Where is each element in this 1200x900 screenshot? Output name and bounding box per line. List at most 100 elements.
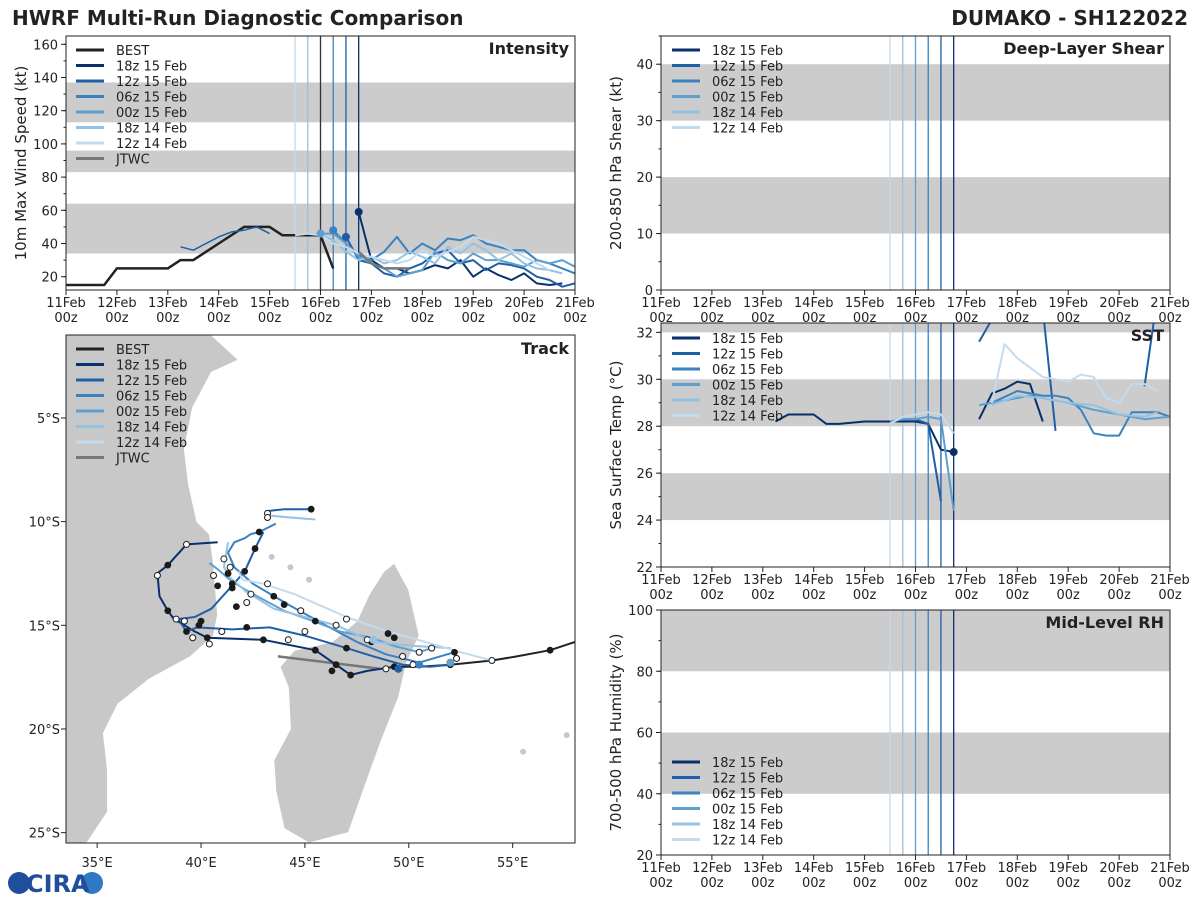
legend-label: 06z 15 Feb — [712, 787, 783, 802]
x-tick-label-day: 12Feb — [692, 861, 732, 876]
figure-title: HWRF Multi-Run Diagnostic Comparison — [12, 6, 463, 30]
track-point-00z — [328, 667, 336, 675]
legend-label: 12z 14 Feb — [116, 137, 187, 152]
x-tick-label-day: 13Feb — [743, 573, 783, 588]
x-tick-label-day: 15Feb — [250, 296, 290, 311]
island — [306, 576, 313, 583]
sst-panel: 11Feb00z12Feb00z13Feb00z14Feb00z15Feb00z… — [607, 322, 1190, 603]
x-tick-label-hour: 00z — [411, 311, 435, 326]
track-point-12z — [182, 540, 190, 548]
y-tick-label: 60 — [636, 727, 653, 742]
legend-label: 18z 14 Feb — [116, 421, 187, 436]
track-point-00z — [203, 634, 211, 642]
track-point-12z — [409, 661, 417, 669]
track-point-00z — [384, 630, 392, 637]
legend-label: 06z 15 Feb — [116, 390, 187, 405]
legend-label: 12z 15 Feb — [116, 374, 187, 389]
x-tick-label-hour: 00z — [1158, 311, 1182, 326]
island — [563, 732, 570, 739]
x-tick-label-hour: 00z — [1107, 311, 1131, 326]
track-point-12z — [332, 621, 340, 629]
y-tick-label: 30 — [636, 115, 653, 130]
track-point-00z — [311, 646, 319, 654]
x-tick-label-hour: 00z — [1006, 876, 1030, 891]
track-point-12z — [453, 654, 461, 662]
series-line — [990, 343, 1158, 404]
shear-panel: 11Feb00z12Feb00z13Feb00z14Feb00z15Feb00z… — [607, 35, 1190, 326]
legend-label: 06z 15 Feb — [712, 75, 783, 90]
series-line — [357, 250, 410, 270]
track-current-point — [394, 664, 403, 673]
x-tick-label-day: 11Feb — [641, 296, 681, 311]
lat-tick-label: 15°S — [29, 619, 60, 634]
y-tick-label: 0 — [645, 284, 653, 299]
track-point-12z — [415, 648, 423, 656]
x-tick-label-day: 17Feb — [352, 296, 392, 311]
x-tick-label-day: 21Feb — [1150, 861, 1190, 876]
legend-label: 12z 15 Feb — [116, 75, 187, 90]
series-line — [991, 394, 1158, 418]
legend-label: 18z 15 Feb — [712, 756, 783, 771]
track-line — [227, 522, 455, 664]
x-tick-label-day: 11Feb — [641, 861, 681, 876]
x-tick-label-hour: 00z — [649, 311, 673, 326]
track-point-00z — [332, 661, 340, 669]
x-tick-label-day: 17Feb — [947, 861, 987, 876]
x-tick-label-hour: 00z — [1057, 311, 1081, 326]
rh-panel: 11Feb00z12Feb00z13Feb00z14Feb00z15Feb00z… — [607, 604, 1190, 891]
storm-id-title: DUMAKO - SH122022 — [951, 6, 1188, 30]
x-tick-label-hour: 00z — [955, 876, 979, 891]
legend-label: 18z 15 Feb — [712, 44, 783, 59]
track-point-00z — [164, 607, 172, 615]
x-tick-label-day: 21Feb — [555, 296, 595, 311]
track-panel: 35°E 40°E 45°E 50°E 55°E 5°S 10°S 15°S 20°S 25°S T… — [29, 334, 576, 871]
track-point-12z — [284, 636, 292, 644]
track-point-00z — [343, 644, 350, 652]
x-tick-label-day: 16Feb — [896, 296, 936, 311]
y-axis-title: 200-850 hPa Shear (kt) — [607, 76, 625, 250]
legend-label: BEST — [116, 343, 149, 358]
track-point-00z — [270, 592, 278, 600]
series-marker — [316, 229, 325, 238]
track-current-point — [446, 658, 455, 667]
x-tick-label-day: 14Feb — [794, 573, 834, 588]
y-tick-label: 120 — [33, 105, 58, 120]
track-point-12z — [382, 665, 390, 673]
track-point-00z — [390, 634, 398, 642]
track-point-12z — [210, 572, 218, 580]
plot-area — [661, 610, 1170, 855]
y-tick-label: 22 — [636, 561, 653, 576]
x-tick-label-hour: 00z — [462, 311, 486, 326]
series-line — [320, 232, 575, 278]
logo-swirl-icon — [81, 872, 103, 894]
track-point-00z — [195, 621, 203, 629]
x-tick-label-hour: 00z — [955, 588, 979, 603]
track-line — [156, 541, 395, 676]
legend-label: 06z 15 Feb — [712, 363, 783, 378]
x-tick-label-day: 14Feb — [199, 296, 239, 311]
x-tick-label-day: 19Feb — [1048, 296, 1088, 311]
y-tick-label: 10 — [636, 228, 653, 243]
panel-title: Mid-Level RH — [1045, 613, 1164, 632]
legend-label: 12z 15 Feb — [712, 772, 783, 787]
y-tick-label: 30 — [636, 373, 653, 388]
x-tick-label-hour: 00z — [649, 876, 673, 891]
panel-title: Track — [521, 339, 569, 358]
track-point-12z — [189, 634, 197, 642]
lon-tick-label: 55°E — [497, 856, 528, 871]
legend-label: 00z 15 Feb — [116, 106, 187, 121]
x-tick-label-day: 20Feb — [1099, 861, 1139, 876]
x-tick-label-hour: 00z — [156, 311, 180, 326]
track-point-12z — [342, 615, 350, 623]
africa-landmass — [66, 335, 240, 843]
x-tick-label-day: 20Feb — [504, 296, 544, 311]
legend-label: 12z 14 Feb — [116, 436, 187, 451]
y-axis-title: 700-500 hPa Humidity (%) — [607, 633, 625, 831]
y-tick-label: 32 — [636, 326, 653, 341]
legend-label: 12z 14 Feb — [712, 410, 783, 425]
x-tick-label-hour: 00z — [512, 311, 536, 326]
x-tick-label-hour: 00z — [207, 311, 231, 326]
y-tick-label: 100 — [33, 138, 58, 153]
series-line — [991, 390, 1170, 437]
x-tick-label-day: 21Feb — [1150, 573, 1190, 588]
